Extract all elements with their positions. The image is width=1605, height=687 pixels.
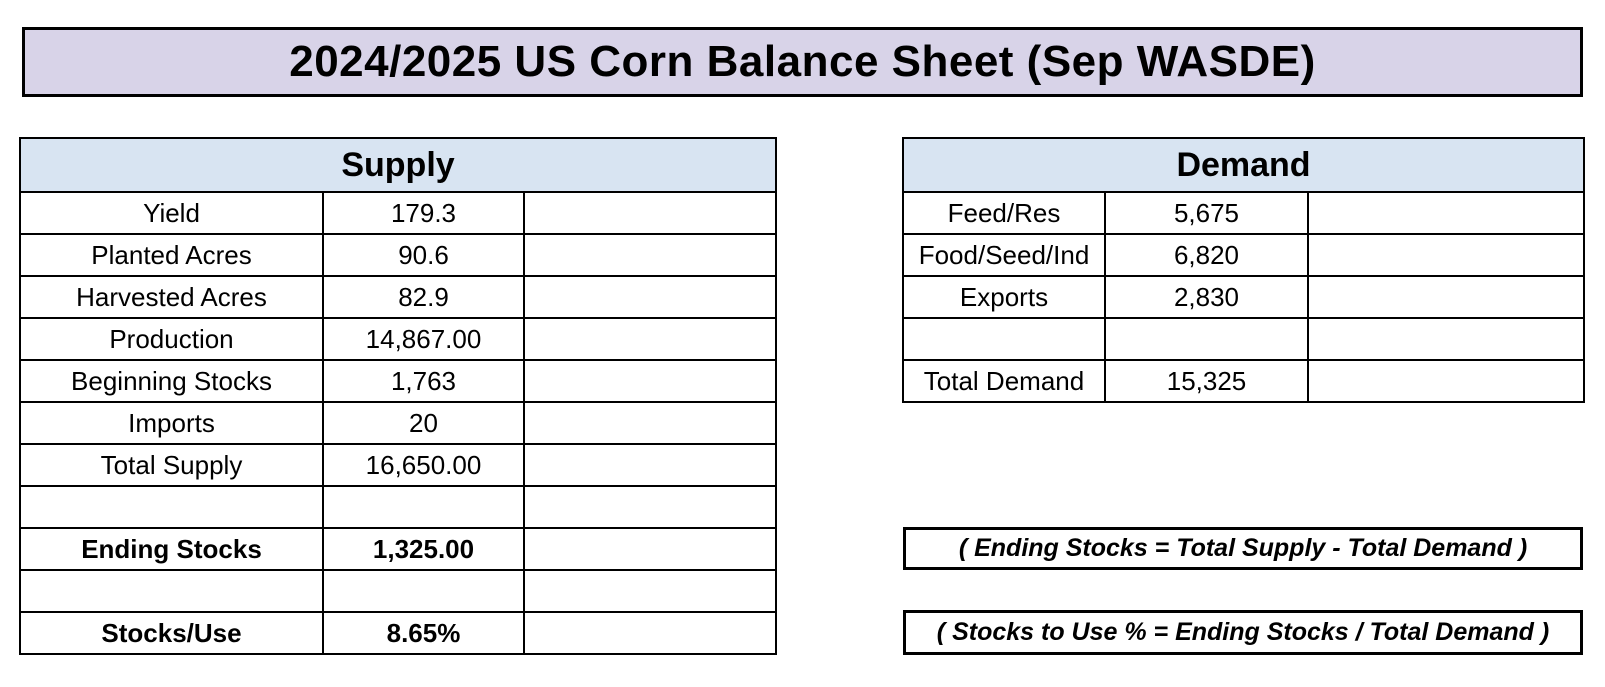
row-label-cell[interactable] — [902, 317, 1106, 361]
row-label-cell[interactable]: Harvested Acres — [19, 275, 324, 319]
table-row-total-demand: Total Demand 15,325 — [902, 359, 1586, 403]
row-extra-cell[interactable] — [1306, 359, 1586, 403]
supply-table: Supply Yield 179.3 Planted Acres 90.6 Ha… — [18, 137, 778, 655]
row-label-cell[interactable]: Total Demand — [902, 359, 1106, 403]
row-extra-cell[interactable] — [522, 233, 778, 277]
row-value-cell[interactable]: 14,867.00 — [322, 317, 525, 361]
row-value-cell[interactable] — [1104, 317, 1309, 361]
row-extra-cell[interactable] — [1306, 191, 1586, 235]
row-label-cell[interactable]: Food/Seed/Ind — [902, 233, 1106, 277]
row-extra-cell[interactable] — [522, 569, 778, 613]
row-label-cell[interactable]: Beginning Stocks — [19, 359, 324, 403]
row-value-cell[interactable]: 5,675 — [1104, 191, 1309, 235]
row-label-cell[interactable]: Production — [19, 317, 324, 361]
row-value-cell[interactable]: 1,763 — [322, 359, 525, 403]
row-extra-cell[interactable] — [522, 359, 778, 403]
table-row-stocks-use: Stocks/Use 8.65% — [19, 611, 778, 655]
row-label-cell[interactable]: Total Supply — [19, 443, 324, 487]
row-extra-cell[interactable] — [522, 485, 778, 529]
table-row-empty — [19, 485, 778, 529]
table-row: Yield 179.3 — [19, 191, 778, 235]
supply-header[interactable]: Supply — [18, 137, 778, 193]
row-value-cell[interactable]: 82.9 — [322, 275, 525, 319]
row-extra-cell[interactable] — [522, 191, 778, 235]
row-label-cell[interactable]: Planted Acres — [19, 233, 324, 277]
row-extra-cell[interactable] — [522, 275, 778, 319]
row-value-cell[interactable]: 8.65% — [322, 611, 525, 655]
row-label-cell[interactable]: Stocks/Use — [19, 611, 324, 655]
row-extra-cell[interactable] — [522, 527, 778, 571]
row-value-cell[interactable]: 16,650.00 — [322, 443, 525, 487]
row-extra-cell[interactable] — [1306, 317, 1586, 361]
row-value-cell[interactable]: 6,820 — [1104, 233, 1309, 277]
row-extra-cell[interactable] — [522, 611, 778, 655]
table-row: Exports 2,830 — [902, 275, 1586, 319]
row-label-cell[interactable] — [19, 485, 324, 529]
row-label-cell[interactable]: Feed/Res — [902, 191, 1106, 235]
row-value-cell[interactable] — [322, 569, 525, 613]
note-ending-stocks-formula: ( Ending Stocks = Total Supply - Total D… — [903, 527, 1583, 570]
table-row-ending-stocks: Ending Stocks 1,325.00 — [19, 527, 778, 571]
demand-table: Demand Feed/Res 5,675 Food/Seed/Ind 6,82… — [901, 137, 1586, 403]
row-label-cell[interactable]: Exports — [902, 275, 1106, 319]
row-value-cell[interactable]: 2,830 — [1104, 275, 1309, 319]
row-value-cell[interactable] — [322, 485, 525, 529]
demand-header[interactable]: Demand — [901, 137, 1586, 193]
table-row-empty — [19, 569, 778, 613]
table-row: Imports 20 — [19, 401, 778, 445]
row-label-cell[interactable] — [19, 569, 324, 613]
row-value-cell[interactable]: 15,325 — [1104, 359, 1309, 403]
row-extra-cell[interactable] — [522, 401, 778, 445]
table-row: Planted Acres 90.6 — [19, 233, 778, 277]
row-extra-cell[interactable] — [1306, 233, 1586, 277]
table-row: Harvested Acres 82.9 — [19, 275, 778, 319]
table-row: Total Supply 16,650.00 — [19, 443, 778, 487]
table-row: Feed/Res 5,675 — [902, 191, 1586, 235]
row-value-cell[interactable]: 179.3 — [322, 191, 525, 235]
row-extra-cell[interactable] — [522, 443, 778, 487]
row-value-cell[interactable]: 20 — [322, 401, 525, 445]
table-row: Food/Seed/Ind 6,820 — [902, 233, 1586, 277]
row-value-cell[interactable]: 90.6 — [322, 233, 525, 277]
row-label-cell[interactable]: Yield — [19, 191, 324, 235]
row-extra-cell[interactable] — [1306, 275, 1586, 319]
table-row: Beginning Stocks 1,763 — [19, 359, 778, 403]
row-label-cell[interactable]: Ending Stocks — [19, 527, 324, 571]
row-value-cell[interactable]: 1,325.00 — [322, 527, 525, 571]
page-title: 2024/2025 US Corn Balance Sheet (Sep WAS… — [22, 27, 1583, 97]
note-stocks-to-use-formula: ( Stocks to Use % = Ending Stocks / Tota… — [903, 610, 1583, 655]
row-extra-cell[interactable] — [522, 317, 778, 361]
table-row-empty — [902, 317, 1586, 361]
table-row: Production 14,867.00 — [19, 317, 778, 361]
row-label-cell[interactable]: Imports — [19, 401, 324, 445]
